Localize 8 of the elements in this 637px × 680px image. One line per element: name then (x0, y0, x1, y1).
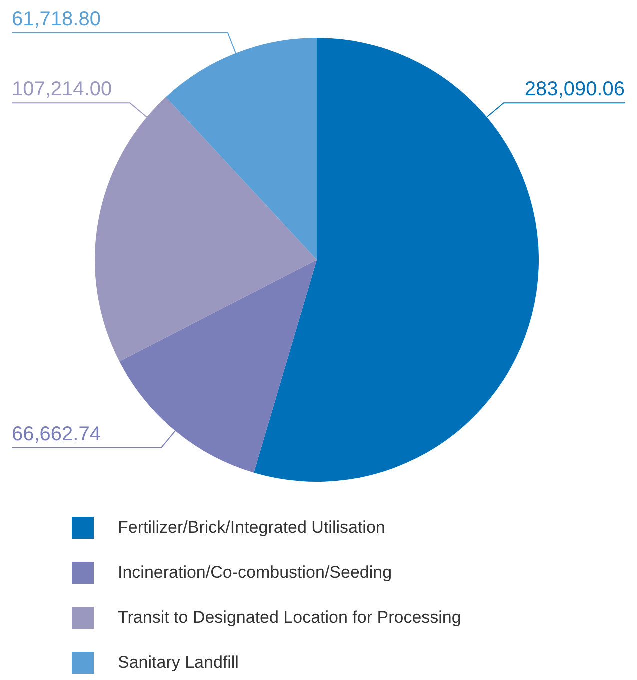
legend-label: Incineration/Co-combustion/Seeding (118, 562, 392, 582)
data-label: 61,718.80 (12, 8, 101, 30)
legend-label: Transit to Designated Location for Processing (118, 608, 462, 628)
legend-label: Sanitary Landfill (118, 652, 239, 672)
data-label: 283,090.06 (524, 78, 625, 101)
legend-label: Fertilizer/Brick/Integrated Utilisation (118, 518, 386, 538)
data-label: 107,214.00 (12, 78, 112, 101)
data-label: 66,662.74 (12, 423, 101, 446)
